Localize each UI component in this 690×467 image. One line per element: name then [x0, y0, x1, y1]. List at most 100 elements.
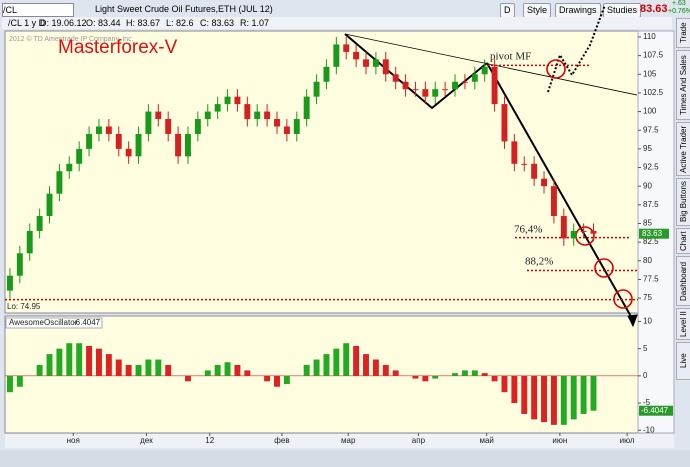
- y-tick-label: 100: [643, 107, 657, 116]
- candle-body: [194, 119, 201, 134]
- candle-body: [264, 111, 271, 120]
- candle-body: [590, 230, 597, 234]
- candle-body: [531, 163, 538, 179]
- osc-bar: [46, 354, 53, 376]
- x-tick-label: фев: [274, 436, 289, 445]
- circle: [594, 258, 614, 278]
- info: /CL 1 y D: [8, 18, 46, 28]
- candle-body: [481, 66, 488, 75]
- osc-bar: [471, 370, 478, 376]
- osc-bar: [155, 359, 162, 376]
- symbol: /CL: [3, 5, 18, 15]
- osc-tag: [639, 405, 673, 416]
- candle-body: [115, 133, 122, 149]
- candle-body: [56, 171, 63, 194]
- candle-body: [165, 119, 172, 134]
- fib-label: 88,2%: [525, 256, 553, 268]
- low-label: Lo: 74.95: [7, 302, 41, 311]
- osc-bar: [501, 375, 508, 393]
- candle-body: [442, 89, 449, 91]
- y-tick-label: -10: [643, 425, 655, 434]
- candle-body: [452, 81, 458, 90]
- candle-body: [204, 111, 211, 120]
- candle-body: [76, 148, 83, 164]
- osc-bar: [541, 375, 548, 423]
- y-tick-label: 92.5: [643, 163, 659, 172]
- candle-body: [461, 81, 468, 83]
- osc-bar: [511, 375, 518, 404]
- copyright: 2012 © TD Ameritrade IP Company, Inc.: [9, 35, 134, 43]
- y-tick-label: 95: [643, 144, 652, 153]
- osc-bar: [264, 375, 271, 382]
- info: L: 82.6: [166, 18, 194, 28]
- candle-body: [412, 89, 419, 91]
- osc-bar: [412, 375, 419, 379]
- candle-body: [224, 96, 231, 105]
- candle-body: [471, 74, 478, 82]
- price-tag-label: 83.63: [642, 229, 663, 238]
- channel-line: [344, 33, 638, 96]
- y-tick-label: 5: [643, 344, 648, 353]
- change-pct: +0.76%: [668, 8, 690, 15]
- osc-bar: [303, 364, 310, 376]
- y-tick-label: 82.5: [643, 237, 659, 246]
- info: H: 83.67: [126, 18, 161, 28]
- osc-bar: [313, 359, 320, 376]
- osc-bar: [224, 362, 231, 376]
- candle-body: [313, 81, 320, 97]
- pivot-label: pivot MF: [490, 51, 531, 63]
- candle-body: [244, 104, 251, 120]
- osc-bar: [185, 375, 191, 382]
- osc-bar: [353, 345, 360, 376]
- x-tick-label: мар: [341, 436, 356, 445]
- osc-bar: [570, 375, 577, 420]
- osc-bar: [590, 375, 597, 411]
- change: +.63: [672, 0, 686, 7]
- info: R: 1.07: [240, 18, 270, 28]
- candle-body: [274, 119, 280, 127]
- info-bar: /CL 1 y D D: 19.06.12 O: 83.44 H: 83.67 …: [2, 17, 672, 29]
- osc-bar: [105, 354, 112, 376]
- osc-bar: [372, 359, 379, 376]
- osc-bar: [76, 343, 83, 376]
- candle-body: [16, 253, 23, 276]
- candle-body: [511, 141, 518, 164]
- info: C: 83.63: [200, 18, 235, 28]
- candle-body: [353, 51, 360, 60]
- osc-bar: [56, 348, 63, 376]
- circle: [546, 59, 566, 79]
- candle-body: [521, 163, 528, 165]
- candle-body: [501, 104, 508, 142]
- candle-body: [570, 230, 577, 239]
- osc-bar: [204, 370, 211, 376]
- y-tick-label: 80: [643, 256, 652, 265]
- osc-bar: [550, 375, 557, 425]
- osc-bar: [283, 375, 290, 385]
- y-tick-label: 110: [643, 32, 656, 41]
- price-tag: [639, 228, 669, 239]
- candle-body: [363, 59, 369, 67]
- osc-header-value: -6.4047: [73, 318, 101, 327]
- date-axis: [5, 434, 674, 448]
- osc-bar: [234, 364, 241, 376]
- candle-body: [283, 126, 290, 134]
- symbol-box[interactable]: /CL: [2, 3, 74, 17]
- candle-body: [66, 163, 73, 172]
- osc-name: AwesomeOscillator: [9, 318, 78, 327]
- candle-body: [422, 89, 429, 97]
- x-tick-label: дек: [140, 436, 153, 445]
- candle-body: [432, 89, 439, 97]
- y-tick-label: 0: [643, 371, 648, 380]
- y-tick-label: 105: [643, 69, 657, 78]
- fib-label: 76,4%: [514, 224, 542, 236]
- osc-bar: [432, 375, 439, 379]
- info: D: 19.06.12: [40, 18, 87, 28]
- brand: Masterforex-V: [58, 37, 178, 58]
- y-tick-label: 85: [643, 219, 652, 228]
- x-tick-label: июл: [620, 436, 635, 445]
- osc-bar: [16, 375, 23, 387]
- osc-bar: [86, 345, 93, 376]
- candle-body: [46, 193, 53, 217]
- arrow-head: [627, 314, 638, 328]
